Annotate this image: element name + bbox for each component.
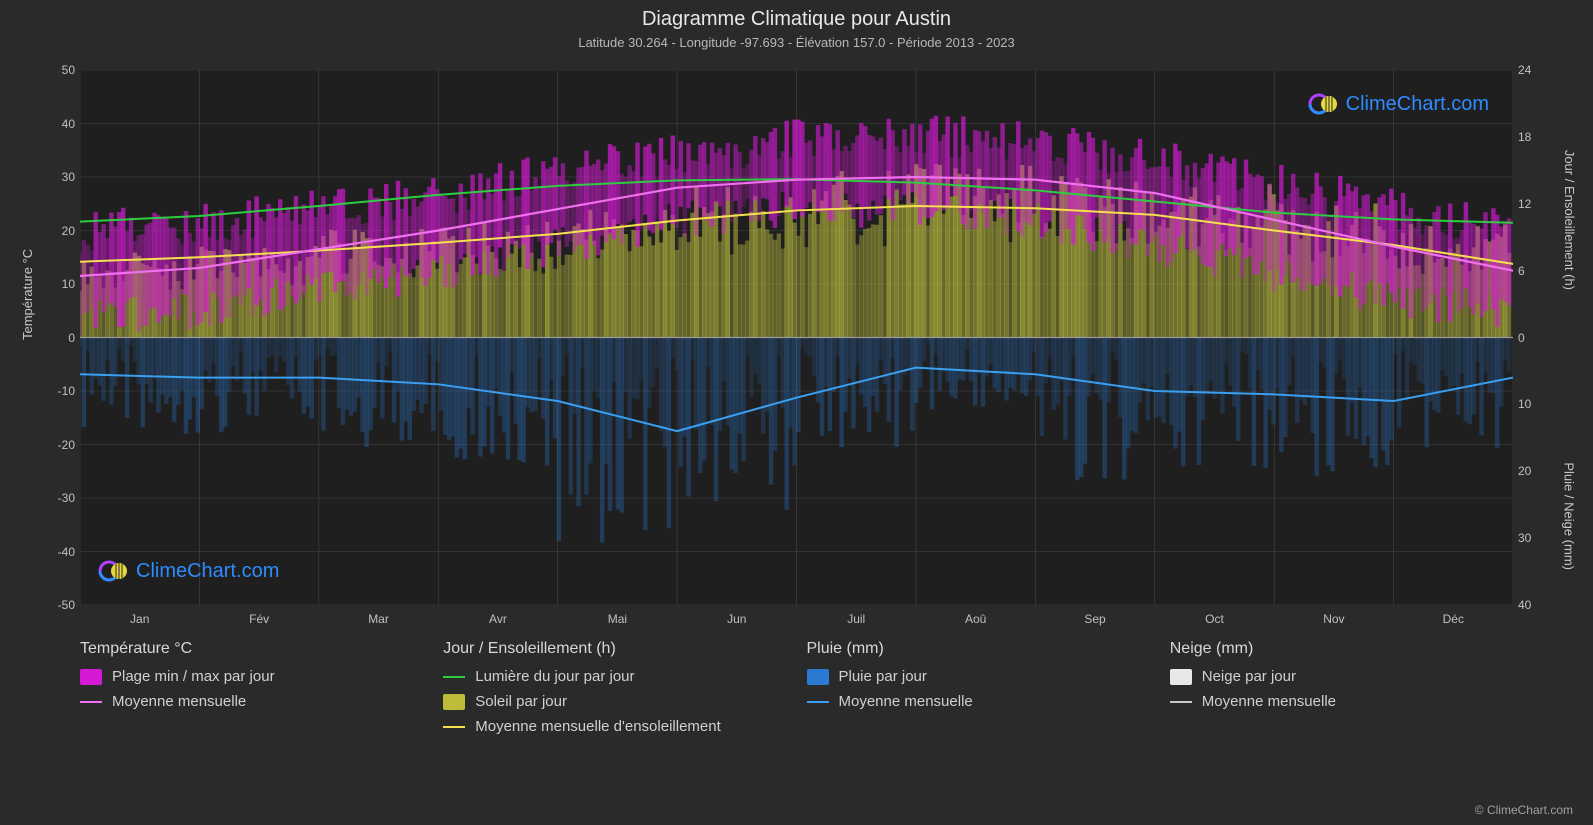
ytick-right-hours: 24 <box>1518 63 1558 77</box>
legend-item: Moyenne mensuelle <box>80 693 423 710</box>
chart-title: Diagramme Climatique pour Austin <box>0 0 1593 31</box>
legend-item: Neige par jour <box>1170 668 1513 685</box>
ytick-right-mm: 20 <box>1518 464 1558 478</box>
legend-item-label: Moyenne mensuelle <box>112 693 246 710</box>
xtick-month: Avr <box>458 612 538 626</box>
legend-item-label: Moyenne mensuelle d'ensoleillement <box>475 718 721 735</box>
ytick-right-hours: 0 <box>1518 331 1558 345</box>
legend-item-label: Lumière du jour par jour <box>475 668 634 685</box>
ytick-left: -30 <box>35 491 75 505</box>
climechart-logo-icon <box>1308 88 1340 120</box>
brand-watermark-top: ClimeChart.com <box>1308 88 1489 120</box>
legend-group-title: Température °C <box>80 640 423 658</box>
legend-item-label: Soleil par jour <box>475 693 567 710</box>
legend-item-label: Moyenne mensuelle <box>1202 693 1336 710</box>
ytick-right-hours: 6 <box>1518 264 1558 278</box>
legend-item: Soleil par jour <box>443 693 786 710</box>
xtick-month: Fév <box>219 612 299 626</box>
chart-subtitle: Latitude 30.264 - Longitude -97.693 - Él… <box>0 31 1593 50</box>
xtick-month: Jan <box>100 612 180 626</box>
ytick-left: 10 <box>35 277 75 291</box>
y-axis-right-top-label: Jour / Ensoleillement (h) <box>1562 150 1577 290</box>
legend-swatch-icon <box>80 669 102 685</box>
legend-group: Pluie (mm) Pluie par jour Moyenne mensuell… <box>807 640 1150 743</box>
xtick-month: Aoû <box>936 612 1016 626</box>
brand-text: ClimeChart.com <box>136 560 279 583</box>
xtick-month: Déc <box>1413 612 1493 626</box>
legend-group-title: Jour / Ensoleillement (h) <box>443 640 786 658</box>
legend-group: Température °C Plage min / max par jour Mo… <box>80 640 423 743</box>
chart-plot-area: ClimeChart.com ClimeChart.com <box>80 70 1513 605</box>
y-axis-right-bot-label: Pluie / Neige (mm) <box>1562 462 1577 570</box>
legend-line-icon <box>80 701 102 703</box>
legend-line-icon <box>807 701 829 703</box>
ytick-left: -40 <box>35 545 75 559</box>
copyright-text: © ClimeChart.com <box>1475 803 1573 817</box>
legend: Température °C Plage min / max par jour Mo… <box>80 640 1513 743</box>
legend-line-icon <box>443 726 465 728</box>
legend-group-title: Pluie (mm) <box>807 640 1150 658</box>
legend-group: Jour / Ensoleillement (h) Lumière du jour… <box>443 640 786 743</box>
ytick-right-hours: 18 <box>1518 130 1558 144</box>
ytick-left: 20 <box>35 224 75 238</box>
xtick-month: Mai <box>577 612 657 626</box>
legend-item: Moyenne mensuelle d'ensoleillement <box>443 718 786 735</box>
ytick-right-mm: 40 <box>1518 598 1558 612</box>
xtick-month: Sep <box>1055 612 1135 626</box>
legend-group-title: Neige (mm) <box>1170 640 1513 658</box>
legend-swatch-icon <box>807 669 829 685</box>
ytick-left: -10 <box>35 384 75 398</box>
climechart-logo-icon <box>98 555 130 587</box>
xtick-month: Oct <box>1174 612 1254 626</box>
legend-item-label: Moyenne mensuelle <box>839 693 973 710</box>
xtick-month: Nov <box>1294 612 1374 626</box>
xtick-month: Mar <box>339 612 419 626</box>
xtick-month: Jun <box>697 612 777 626</box>
ytick-left: -20 <box>35 438 75 452</box>
ytick-left: 50 <box>35 63 75 77</box>
xtick-month: Juil <box>816 612 896 626</box>
ytick-left: 0 <box>35 331 75 345</box>
ytick-left: 30 <box>35 170 75 184</box>
y-axis-left-label: Température °C <box>20 249 35 340</box>
ytick-right-mm: 30 <box>1518 531 1558 545</box>
legend-line-icon <box>443 676 465 678</box>
ytick-left: -50 <box>35 598 75 612</box>
plot-svg <box>80 70 1513 605</box>
legend-swatch-icon <box>443 694 465 710</box>
brand-text: ClimeChart.com <box>1346 93 1489 116</box>
legend-line-icon <box>1170 701 1192 703</box>
legend-group: Neige (mm) Neige par jour Moyenne mensuell… <box>1170 640 1513 743</box>
legend-item: Plage min / max par jour <box>80 668 423 685</box>
legend-item-label: Pluie par jour <box>839 668 927 685</box>
legend-item: Moyenne mensuelle <box>1170 693 1513 710</box>
ytick-right-hours: 12 <box>1518 197 1558 211</box>
legend-item: Moyenne mensuelle <box>807 693 1150 710</box>
legend-item: Pluie par jour <box>807 668 1150 685</box>
legend-swatch-icon <box>1170 669 1192 685</box>
ytick-left: 40 <box>35 117 75 131</box>
ytick-right-mm: 10 <box>1518 397 1558 411</box>
legend-item-label: Plage min / max par jour <box>112 668 275 685</box>
legend-item-label: Neige par jour <box>1202 668 1296 685</box>
legend-item: Lumière du jour par jour <box>443 668 786 685</box>
brand-watermark-bottom: ClimeChart.com <box>98 555 279 587</box>
